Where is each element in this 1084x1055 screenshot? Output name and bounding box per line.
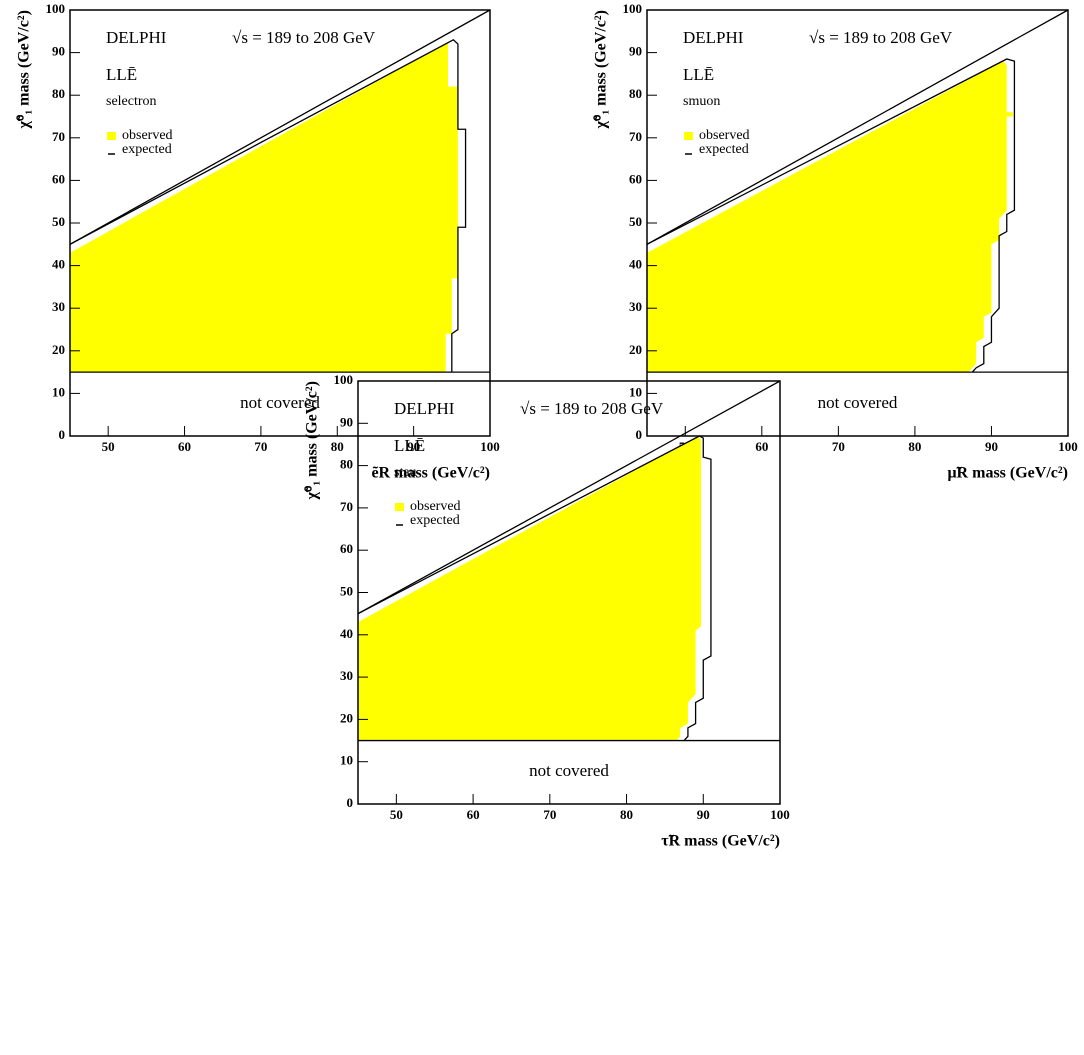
y-tick-label: 60 bbox=[52, 171, 65, 186]
y-tick-label: 50 bbox=[340, 583, 353, 598]
observed-region bbox=[70, 41, 458, 373]
y-tick-label: 20 bbox=[340, 710, 353, 725]
kinematic-limit bbox=[646, 9, 1069, 245]
legend-swatch bbox=[684, 132, 693, 140]
y-tick-label: 90 bbox=[629, 44, 642, 59]
kinematic-limit bbox=[357, 380, 781, 615]
y-tick-label: 50 bbox=[52, 214, 65, 229]
y-tick-label: 20 bbox=[52, 342, 65, 357]
energy: √s = 189 to 208 GeV bbox=[232, 28, 376, 47]
legend-label: expected bbox=[122, 142, 172, 157]
x-tick-label: 70 bbox=[543, 807, 556, 822]
y-tick-label: 100 bbox=[334, 372, 354, 387]
y-tick-label: 30 bbox=[629, 299, 642, 314]
x-tick-label: 80 bbox=[908, 439, 921, 454]
y-tick-label: 90 bbox=[52, 44, 65, 59]
y-tick-label: 60 bbox=[340, 541, 353, 556]
y-tick-label: 50 bbox=[629, 214, 642, 229]
panel: 50 60 70 80 90 100 0 10 20 30 40 50 60 70 80 90 100 ẽR ma… bbox=[16, 1, 500, 482]
coupling: LLĒ bbox=[394, 436, 425, 455]
y-tick-label: 70 bbox=[629, 129, 642, 144]
experiment: DELPHI bbox=[683, 28, 744, 47]
y-tick-label: 60 bbox=[629, 171, 642, 186]
x-tick-label: 60 bbox=[755, 439, 768, 454]
observed-region bbox=[647, 61, 1013, 373]
y-tick-label: 40 bbox=[52, 257, 65, 272]
energy: √s = 189 to 208 GeV bbox=[809, 28, 953, 47]
legend-swatch bbox=[395, 503, 404, 511]
coupling: LLĒ bbox=[683, 65, 714, 84]
observed-region bbox=[358, 435, 701, 741]
x-tick-label: 90 bbox=[985, 439, 998, 454]
y-tick-label: 0 bbox=[347, 795, 354, 810]
x-tick-label: 70 bbox=[254, 439, 267, 454]
y-axis-label: χ̃⁰₁ mass (GeV/c²) bbox=[304, 381, 321, 500]
region-label: not covered bbox=[818, 393, 898, 412]
region-label: not covered bbox=[240, 393, 320, 412]
y-tick-label: 100 bbox=[623, 1, 643, 16]
x-axis-label: μ̃R mass (GeV/c²) bbox=[947, 465, 1068, 482]
legend-label: observed bbox=[699, 128, 750, 143]
y-tick-label: 20 bbox=[629, 342, 642, 357]
y-tick-label: 90 bbox=[340, 414, 353, 429]
expected-contour bbox=[357, 435, 712, 741]
y-tick-label: 70 bbox=[52, 129, 65, 144]
process: selectron bbox=[106, 94, 157, 109]
x-tick-label: 60 bbox=[178, 439, 191, 454]
coupling: LLĒ bbox=[106, 65, 137, 84]
x-tick-label: 70 bbox=[832, 439, 845, 454]
y-tick-label: 10 bbox=[52, 384, 65, 399]
y-tick-label: 10 bbox=[629, 384, 642, 399]
x-tick-label: 80 bbox=[331, 439, 344, 454]
process: stau bbox=[394, 465, 417, 480]
legend-swatch bbox=[107, 132, 116, 140]
x-tick-label: 50 bbox=[390, 807, 403, 822]
y-tick-label: 100 bbox=[46, 1, 66, 16]
legend-label: expected bbox=[410, 513, 460, 528]
y-tick-label: 0 bbox=[59, 427, 66, 442]
y-tick-label: 40 bbox=[340, 626, 353, 641]
y-tick-label: 70 bbox=[340, 499, 353, 514]
panel: 50607080901000102030405060708090100μ̃R m… bbox=[593, 1, 1078, 482]
legend-label: observed bbox=[410, 499, 461, 514]
experiment: DELPHI bbox=[106, 28, 167, 47]
process: smuon bbox=[683, 94, 720, 109]
x-tick-label: 80 bbox=[620, 807, 633, 822]
x-tick-label: 100 bbox=[480, 439, 500, 454]
legend-label: expected bbox=[699, 142, 749, 157]
x-tick-label: 90 bbox=[407, 439, 420, 454]
x-tick-label: 90 bbox=[697, 807, 710, 822]
y-axis-label: χ̃⁰₁ mass (GeV/c²) bbox=[16, 10, 33, 129]
y-tick-label: 30 bbox=[52, 299, 65, 314]
x-tick-label: 100 bbox=[1058, 439, 1078, 454]
x-axis-label: ẽR mass (GeV/c²) bbox=[371, 465, 490, 482]
y-tick-label: 10 bbox=[340, 753, 353, 768]
region-label: not covered bbox=[529, 761, 609, 780]
x-tick-label: 60 bbox=[467, 807, 480, 822]
x-tick-label: 100 bbox=[770, 807, 790, 822]
y-tick-label: 0 bbox=[636, 427, 643, 442]
y-tick-label: 40 bbox=[629, 257, 642, 272]
x-tick-label: 50 bbox=[102, 439, 115, 454]
y-axis-label: χ̃⁰₁ mass (GeV/c²) bbox=[593, 10, 610, 129]
expected-contour bbox=[69, 39, 467, 373]
y-tick-label: 80 bbox=[52, 86, 65, 101]
y-tick-label: 80 bbox=[629, 86, 642, 101]
legend-label: observed bbox=[122, 128, 173, 143]
y-tick-label: 30 bbox=[340, 668, 353, 683]
experiment: DELPHI bbox=[394, 399, 455, 418]
expected-contour bbox=[646, 58, 1016, 373]
x-axis-label: τ̃R mass (GeV/c²) bbox=[661, 833, 780, 850]
kinematic-limit bbox=[69, 9, 491, 245]
y-tick-label: 80 bbox=[340, 457, 353, 472]
energy: √s = 189 to 208 GeV bbox=[520, 399, 664, 418]
